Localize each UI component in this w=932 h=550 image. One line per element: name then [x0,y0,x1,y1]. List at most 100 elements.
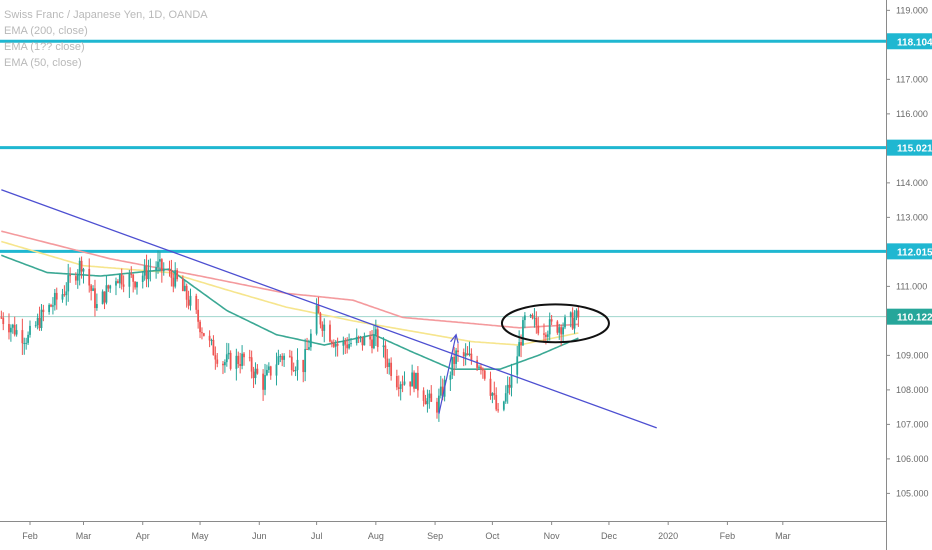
candle-body [321,324,324,331]
candle-body [141,275,144,282]
candle-body [11,324,14,328]
candle-body [309,333,312,348]
candle-body [390,362,393,376]
candle-body [172,277,175,287]
candle-body [40,309,43,328]
candle-body [531,314,534,318]
time-tick-label-12: Feb [720,531,736,541]
candle-body [159,259,161,262]
candle-body [543,333,545,335]
candle-body [109,285,112,289]
candle-body [212,339,215,356]
candle-body [181,279,184,292]
candle-body [94,288,96,309]
time-tick-label-6: Aug [368,531,384,541]
candle-body [468,353,471,356]
indicator-ema-50[interactable]: EMA (50, close) [4,57,82,69]
candle-body [202,333,205,336]
candle-body [462,352,465,357]
candle-body [42,309,45,313]
candle-body [143,265,146,276]
candle-body [134,281,136,288]
indicator-ema-200[interactable]: EMA (200, close) [4,25,88,37]
candle-body [266,369,268,376]
candle-body [493,393,496,395]
level-price-label-1-bg [887,139,932,156]
time-tick-label-5: Jul [311,531,323,541]
level-price-label-2-bg [887,243,932,260]
candle-body [397,387,400,389]
time-tick-label-1: Mar [76,531,92,541]
time-tick-label-8: Oct [485,531,500,541]
chart-legend: Swiss Franc / Japanese Yen, 1D, OANDA EM… [4,7,208,71]
candle-body [395,375,398,388]
candle-body [336,343,339,346]
price-tick-label-2: 107.000 [896,419,929,429]
candle-body [483,370,486,379]
candle-body [355,336,358,344]
candle-body [29,325,31,335]
candle-body [210,339,213,341]
level-price-label-0-bg [887,33,932,50]
candle-body [216,359,219,364]
candle-body [344,340,347,345]
candle-body [254,368,257,379]
candle-body [502,401,505,410]
candle-body [544,334,547,337]
candle-body [103,291,106,303]
candle-body [357,336,360,338]
candle-body [304,348,307,373]
candle-body [518,342,521,357]
candle-body [116,281,119,284]
candle-body [437,395,440,413]
candle-body [455,350,457,364]
candle-body [34,325,37,327]
candle-body [409,381,412,387]
candle-body [95,304,98,309]
candle-body [481,368,484,371]
candle-body [292,370,295,372]
candle-body [149,270,152,272]
candle-body [573,317,576,329]
indicator-ema-100[interactable]: EMA (1?? close) [4,41,85,53]
candle-body [264,375,266,390]
candle-body [214,355,217,360]
candle-body [401,384,404,386]
candle-body [403,381,406,385]
candle-body [413,372,415,389]
candle-body [155,267,158,271]
candle-body [23,343,26,345]
candle-body [115,281,117,286]
candle-body [52,305,54,307]
candle-body [497,409,500,411]
candle-body [342,340,345,346]
candle-body [9,327,12,333]
time-tick-label-10: Dec [601,531,618,541]
candle-body [132,274,135,282]
chart-title: Swiss Franc / Japanese Yen, 1D, OANDA [4,9,208,21]
candle-body [363,336,366,346]
candle-body [25,342,28,344]
last-price-label-bg [887,308,932,325]
candle-body [315,305,318,334]
price-tick-label-9: 114.000 [896,178,928,188]
candle-body [533,317,536,319]
candle-body [577,310,580,318]
candle-body [548,319,551,335]
candle-body [290,356,293,371]
candle-body [36,317,39,326]
candle-body [504,393,507,402]
level-price-label-0: 118.104 [897,37,932,48]
candle-body [495,394,498,410]
candle-body [239,364,242,366]
candle-body [262,373,265,390]
candle-body [101,291,104,305]
candle-body [248,357,251,359]
candle-body [415,372,417,389]
candle-body [283,355,286,360]
candle-body [74,276,77,281]
candle-body [350,343,352,345]
candle-body [558,327,561,333]
candle-body [348,344,350,349]
